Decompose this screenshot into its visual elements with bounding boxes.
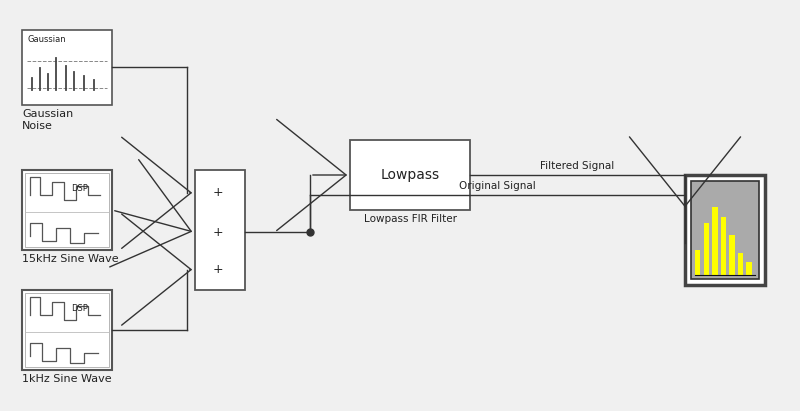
Text: Filtered Signal: Filtered Signal xyxy=(540,161,614,171)
Bar xyxy=(703,223,709,275)
Text: +: + xyxy=(212,226,223,239)
Bar xyxy=(685,175,765,285)
Bar xyxy=(22,290,112,370)
Text: DSP: DSP xyxy=(71,305,88,314)
Text: Lowpass: Lowpass xyxy=(381,168,439,182)
Text: +: + xyxy=(212,186,223,199)
Bar xyxy=(22,30,112,105)
Bar xyxy=(25,173,109,247)
Bar xyxy=(691,181,759,279)
Bar xyxy=(730,236,734,275)
Bar xyxy=(712,207,718,275)
Text: 15kHz Sine Wave: 15kHz Sine Wave xyxy=(22,254,118,264)
Bar xyxy=(22,170,112,250)
Text: 1kHz Sine Wave: 1kHz Sine Wave xyxy=(22,374,112,384)
Text: Gaussian
Noise: Gaussian Noise xyxy=(22,109,74,131)
Bar xyxy=(695,250,700,275)
Bar xyxy=(746,262,752,275)
Bar xyxy=(195,170,245,290)
Text: Gaussian: Gaussian xyxy=(27,35,66,44)
Text: +: + xyxy=(212,263,223,276)
Text: DSP: DSP xyxy=(71,185,88,194)
Text: Lowpass FIR Filter: Lowpass FIR Filter xyxy=(363,214,457,224)
Bar xyxy=(350,140,470,210)
Text: Original Signal: Original Signal xyxy=(459,181,536,191)
Bar xyxy=(721,217,726,275)
Bar xyxy=(738,254,743,275)
Bar xyxy=(25,293,109,367)
